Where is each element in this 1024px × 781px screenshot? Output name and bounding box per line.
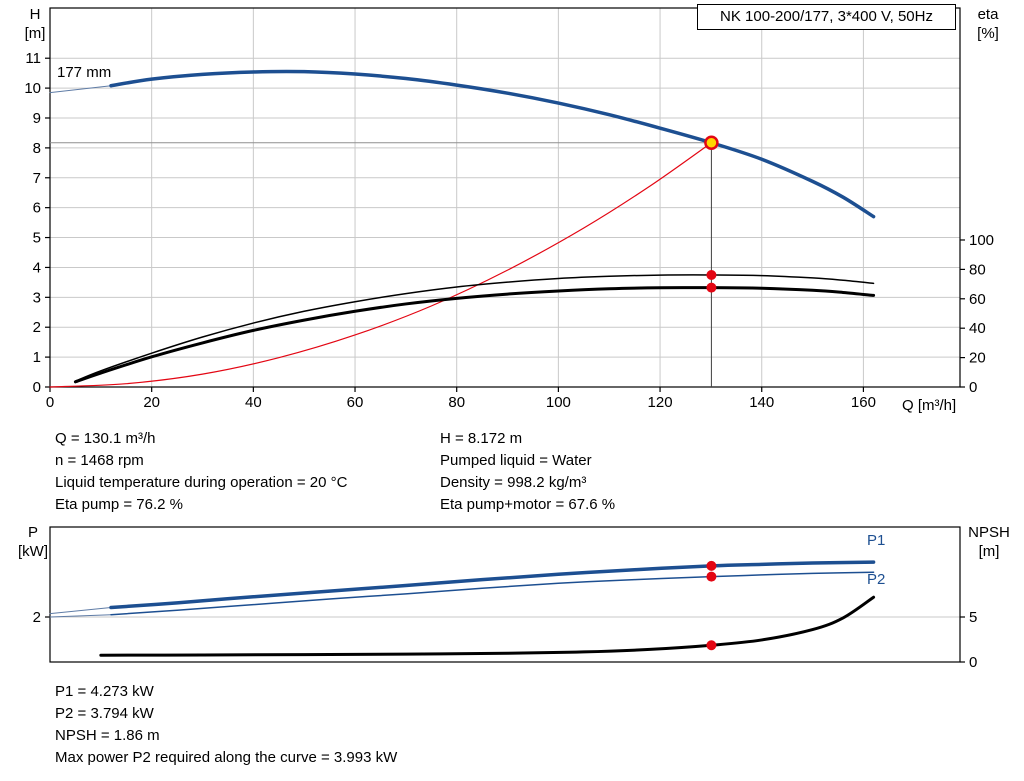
p2-marker (706, 571, 717, 582)
info-npsh: NPSH = 1.86 m (55, 727, 160, 744)
y-right-tick-label: 5 (969, 609, 977, 626)
y-right-tick-label: 0 (969, 654, 977, 671)
p1-curve-lead (49, 607, 112, 615)
p-axis-unit: [kW] (18, 543, 48, 560)
y-left-tick-label: 5 (33, 230, 41, 247)
h-axis-title: H [m] (14, 5, 56, 43)
npsh-marker (706, 640, 717, 651)
y-left-tick-label: 2 (33, 609, 41, 626)
info-flow: Q = 130.1 m³/h (55, 430, 156, 447)
eta-pump-marker (706, 269, 717, 280)
npsh-axis-unit: [m] (978, 543, 1000, 560)
p-axis-symbol: P (27, 524, 38, 541)
p2-curve-label: P2 (867, 571, 885, 588)
q-axis-label: Q [m³/h] (902, 397, 957, 414)
y-right-tick-label: 60 (969, 291, 986, 308)
x-axis-tick-label: 60 (347, 394, 364, 411)
eta-axis-symbol: eta (977, 6, 999, 23)
info-liquid-temperature: Liquid temperature during operation = 20… (55, 474, 348, 491)
x-axis-tick-label: 40 (245, 394, 262, 411)
x-axis-tick-label: 160 (851, 394, 876, 411)
p2-curve (110, 571, 875, 616)
x-axis-tick-label: 20 (143, 394, 160, 411)
y-left-tick-label: 1 (33, 349, 41, 366)
info-eta-pump-motor: Eta pump+motor = 67.6 % (440, 496, 616, 513)
y-right-tick-label: 40 (969, 320, 986, 337)
p-axis-title: P [kW] (10, 523, 56, 561)
y-left-tick-label: 8 (33, 140, 41, 157)
y-left-tick-label: 6 (33, 200, 41, 217)
eta-axis-title: eta [%] (964, 5, 1012, 43)
y-left-tick-label: 3 (33, 289, 41, 306)
info-density: Density = 998.2 kg/m³ (440, 474, 587, 491)
p1-curve-label: P1 (867, 532, 885, 549)
plot-border (49, 7, 961, 388)
y-right-tick-label: 80 (969, 261, 986, 278)
x-axis-tick-label: 0 (46, 394, 54, 411)
y-right-tick-label: 20 (969, 350, 986, 367)
p1-marker (706, 560, 717, 571)
pump-curve-177mm (109, 69, 876, 219)
npsh-curve (99, 595, 876, 657)
pump-title-box: NK 100-200/177, 3*400 V, 50Hz (697, 4, 956, 30)
h-axis-symbol: H (29, 6, 41, 23)
duty-info-right-column: H = 8.172 m Pumped liquid = Water Densit… (440, 428, 615, 516)
y-right-tick-label: 100 (969, 232, 994, 249)
info-p1: P1 = 4.273 kW (55, 683, 154, 700)
y-left-tick-label: 7 (33, 170, 41, 187)
y-left-tick-label: 11 (25, 50, 41, 67)
eta-pump-curve (74, 274, 875, 382)
y-left-tick-label: 10 (24, 80, 41, 97)
y-left-tick-label: 0 (33, 379, 41, 396)
info-head: H = 8.172 m (440, 430, 523, 447)
y-left-tick-label: 9 (33, 110, 41, 127)
eta-pump-motor-curve (73, 286, 876, 384)
duty-point-marker (704, 135, 719, 150)
pump-curve-lead (49, 85, 112, 94)
eta-axis-unit: [%] (977, 25, 999, 42)
npsh-axis-symbol: NPSH (968, 524, 1010, 541)
info-eta-pump: Eta pump = 76.2 % (55, 496, 183, 513)
npsh-axis-title: NPSH [m] (960, 523, 1018, 561)
x-axis-tick-label: 140 (749, 394, 774, 411)
x-axis-tick-label: 100 (546, 394, 571, 411)
y-right-tick-label: 0 (969, 379, 977, 396)
eta-pump-motor-marker (706, 282, 717, 293)
p1-curve (109, 560, 876, 610)
h-axis-unit: [m] (24, 25, 46, 42)
info-speed: n = 1468 rpm (55, 452, 144, 469)
p2-curve-lead (49, 614, 112, 618)
info-pumped-liquid: Pumped liquid = Water (440, 452, 592, 469)
system-resistance-curve (49, 142, 713, 388)
duty-info-left-column: Q = 130.1 m³/h n = 1468 rpm Liquid tempe… (55, 428, 347, 516)
x-axis-tick-label: 80 (448, 394, 465, 411)
info-max-p2: Max power P2 required along the curve = … (55, 749, 398, 766)
qh-eta-chart: 0 20 40 60 80 100 120 140 160 0 1 2 3 4 5 6 7 8 9 10 11 0 20 40… (24, 7, 994, 411)
y-left-tick-label: 2 (33, 319, 41, 336)
impeller-diameter-label: 177 mm (57, 64, 111, 81)
info-p2: P2 = 3.794 kW (55, 705, 154, 722)
power-npsh-chart: 2 0 5 P1 P2 (33, 526, 977, 671)
plot-border (49, 526, 961, 663)
y-left-tick-label: 4 (33, 259, 41, 276)
power-info-block: P1 = 4.273 kW P2 = 3.794 kW NPSH = 1.86 … (55, 681, 397, 769)
x-axis-tick-label: 120 (648, 394, 673, 411)
